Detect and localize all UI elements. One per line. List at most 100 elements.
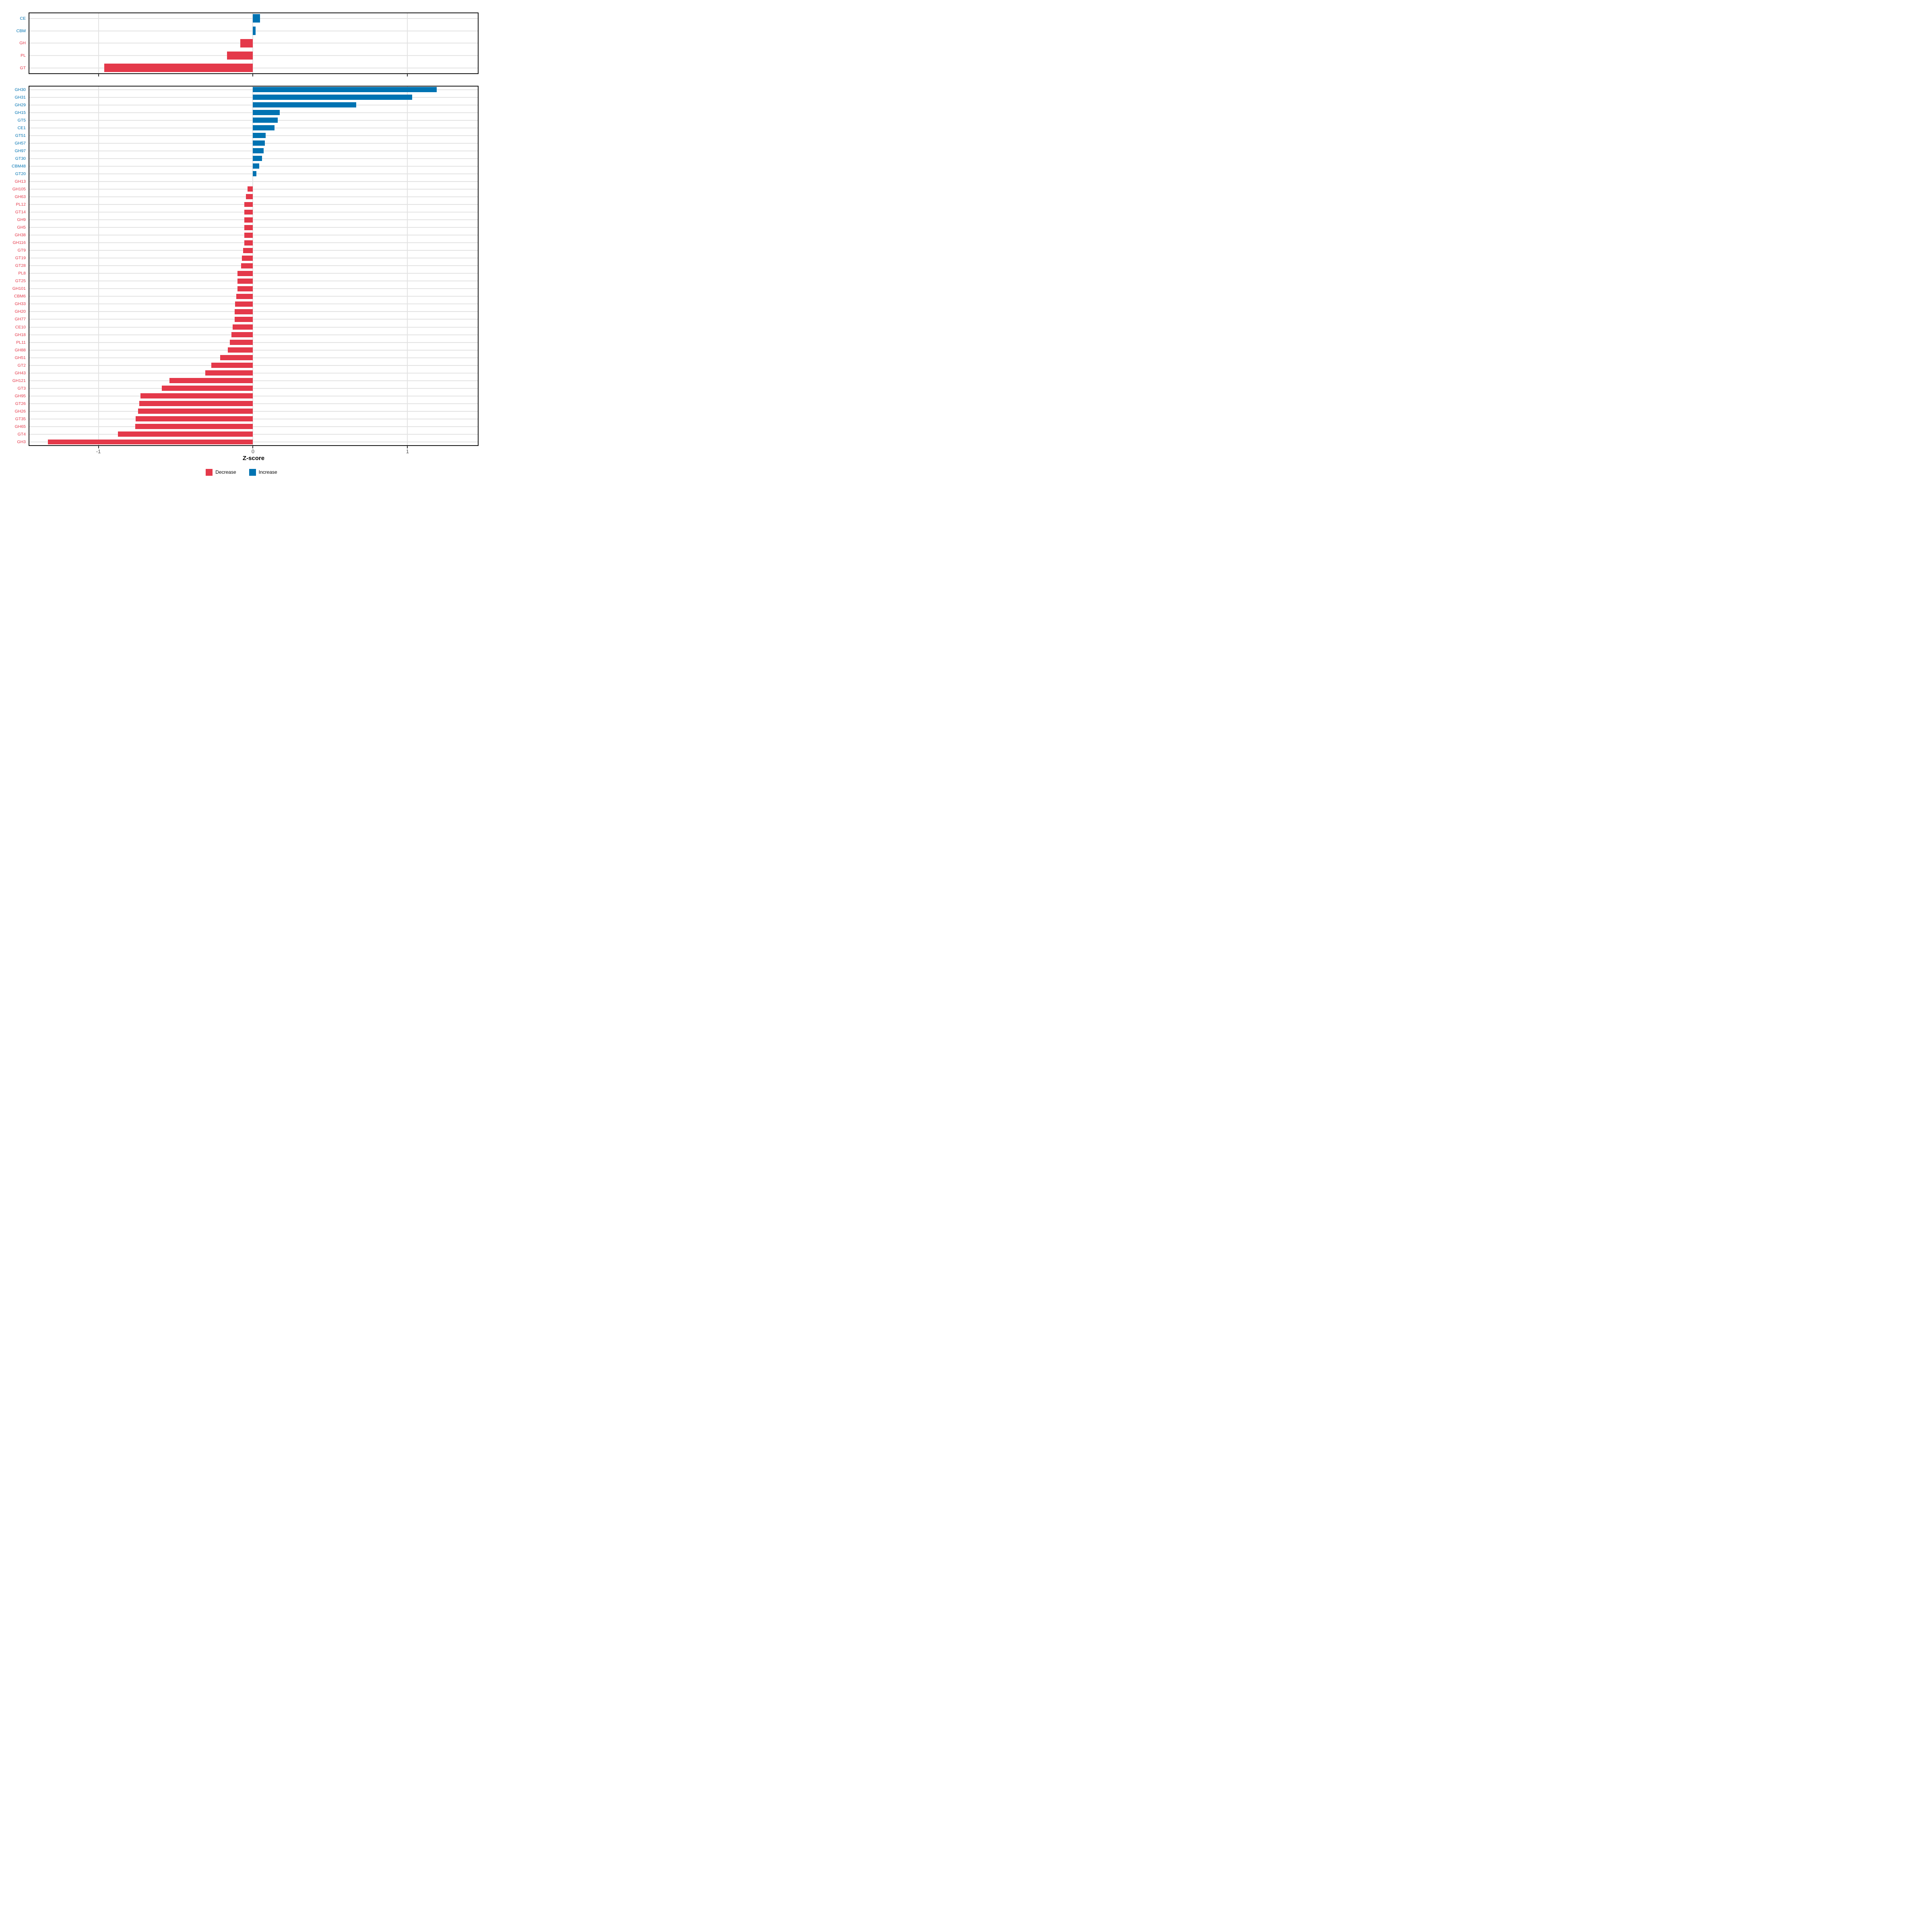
horizontal-gridline [29,326,479,328]
y-axis-label-GH18: GH18 [14,332,26,337]
y-axis-label-PL: PL [21,53,26,58]
y-axis-label-PL12: PL12 [16,202,26,207]
x-axis-title: Z-score [242,455,265,462]
horizontal-gridline [29,372,479,374]
y-axis-label-GH15: GH15 [14,110,26,115]
bar-GH65 [135,424,253,429]
y-axis-label-GH95: GH95 [14,393,26,398]
bar-GT [104,64,253,72]
zscore-bar-chart-figure: Z-score Decrease Increase CE CBM GH PL GT GH3… [0,0,483,483]
bar-PL12 [244,202,253,207]
horizontal-gridline [29,403,479,404]
horizontal-gridline [29,219,479,221]
y-axis-label-GH33: GH33 [14,301,26,307]
legend-label-decrease: Decrease [215,469,236,475]
horizontal-gridline [29,426,479,427]
bar-GT14 [244,209,253,215]
bar-GH77 [234,317,253,322]
bar-GT2 [211,363,253,368]
bar-GT25 [237,278,253,284]
y-axis-label-GH31: GH31 [14,95,26,100]
y-axis-label-PL8: PL8 [18,271,26,276]
bar-GH29 [253,102,357,108]
horizontal-gridline [29,349,479,351]
bar-GH95 [140,393,253,399]
bar-GH3 [48,439,253,445]
y-axis-label-GH9: GH9 [17,217,26,222]
x-axis-tick [98,446,99,448]
bar-GH43 [205,370,253,376]
y-axis-label-GT28: GT28 [15,263,26,268]
bar-GH9 [244,217,253,223]
legend-swatch-decrease [206,469,213,476]
horizontal-gridline [29,296,479,297]
y-axis-label-GH38: GH38 [14,232,26,237]
y-axis-label-GH116: GH116 [12,240,26,245]
horizontal-gridline [29,196,479,197]
y-axis-label-GT51: GT51 [15,133,26,138]
bar-GH57 [253,140,265,146]
y-axis-label-GT5: GT5 [17,118,26,123]
legend-label-increase: Increase [258,469,277,475]
horizontal-gridline [29,388,479,389]
x-axis-tick-label: -1 [96,448,101,454]
y-axis-label-GT9: GT9 [17,248,26,253]
horizontal-gridline [29,55,479,56]
horizontal-gridline [29,265,479,266]
bar-GT30 [253,156,262,161]
bar-GH101 [237,286,253,291]
x-axis-tick-label: 0 [251,448,255,454]
bar-GH38 [244,232,253,238]
bar-GH15 [253,110,280,116]
bar-CBM6 [236,293,253,299]
horizontal-gridline [29,365,479,366]
bar-GH63 [246,194,253,200]
horizontal-gridline [29,181,479,182]
bar-GH88 [227,347,253,353]
bar-CE [253,14,260,23]
horizontal-gridline [29,334,479,335]
legend-swatch-increase [249,469,256,476]
y-axis-label-GT20: GT20 [15,171,26,176]
bar-GH105 [248,186,253,192]
bar-PL11 [230,340,253,345]
bar-GT26 [139,401,253,407]
bar-GT5 [253,118,278,123]
horizontal-gridline [29,250,479,251]
y-axis-label-GH30: GH30 [14,87,26,92]
y-axis-label-GT35: GT35 [15,416,26,421]
bar-GH30 [253,87,437,92]
y-axis-label-CE10: CE10 [15,324,26,330]
horizontal-gridline [29,204,479,205]
bar-GH33 [235,301,253,307]
y-axis-label-CBM: CBM [16,28,26,33]
y-axis-label-GH63: GH63 [14,194,26,199]
y-axis-label-GH51: GH51 [14,355,26,360]
horizontal-gridline [29,342,479,343]
y-axis-label-GT25: GT25 [15,279,26,284]
y-axis-label-GH105: GH105 [12,186,26,192]
bar-GT3 [161,386,253,391]
y-axis-label-GT14: GT14 [15,209,26,215]
bar-GH [240,39,253,47]
y-axis-label-CE: CE [20,16,26,21]
bar-GT4 [118,431,253,437]
y-axis-label-GH65: GH65 [14,424,26,429]
horizontal-gridline [29,242,479,244]
bar-GT51 [253,133,266,138]
y-axis-label-GH26: GH26 [14,409,26,414]
horizontal-gridline [29,357,479,358]
bar-CBM48 [253,163,259,169]
y-axis-label-GH13: GH13 [14,179,26,184]
y-axis-label-GH20: GH20 [14,309,26,314]
x-axis-tick [252,74,254,76]
panel-families [29,12,479,74]
y-axis-label-GT3: GT3 [17,386,26,391]
bar-GT20 [253,171,257,177]
y-axis-label-GT19: GT19 [15,255,26,260]
bar-GH121 [169,378,253,384]
x-axis-tick [98,74,99,76]
horizontal-gridline [29,212,479,213]
x-axis-tick-label: 1 [406,448,409,454]
y-axis-label-GH3: GH3 [17,439,26,444]
